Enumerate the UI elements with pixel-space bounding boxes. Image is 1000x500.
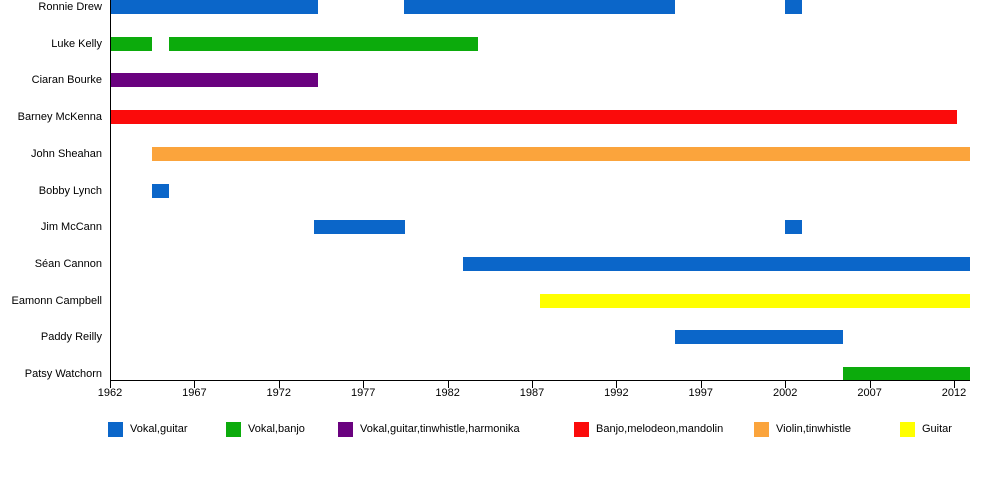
timeline-bar [110,36,153,51]
timeline-bar [110,73,318,88]
x-axis-tick-label: 1982 [435,387,460,399]
x-axis-tick-label: 1972 [266,387,292,399]
timeline-bar [152,146,971,161]
x-axis-tick [363,381,365,388]
x-axis-tick-label: 1967 [182,387,207,399]
x-axis-tick-label: 1992 [604,387,629,399]
x-axis-tick [447,381,449,388]
member-name: Barney McKenna [17,111,102,124]
legend-swatch-red [574,422,589,437]
x-axis-tick [869,381,871,388]
legend-label: Banjo,melodeon,mandolin [596,423,724,435]
x-axis-tick-label: 1987 [519,387,545,399]
timeline-bar [785,220,803,235]
x-axis-tick-label: 2007 [857,387,882,399]
member-name: Jim McCann [40,221,102,234]
timeline-bar [152,183,170,198]
legend-swatch-purple [338,422,353,437]
legend-swatch-blue [108,422,123,437]
member-name: Eamonn Campbell [11,294,103,307]
member-name: Séan Cannon [34,257,102,270]
x-axis-tick-label: 1977 [350,387,376,399]
legend-swatch-green [226,422,241,437]
legend-label: Guitar [922,423,952,435]
member-name: Ronnie Drew [38,1,102,13]
legend-label: Vokal,guitar,tinwhistle,harmonika [360,423,520,435]
member-name: Bobby Lynch [38,184,102,197]
member-name: Ciaran Bourke [31,74,102,87]
timeline-bar [110,110,958,125]
legend-swatch-orange [754,422,769,437]
x-axis-tick-label: 1962 [97,387,123,399]
member-name: Luke Kelly [51,37,102,50]
legend-label: Vokal,guitar [130,423,188,435]
x-axis-tick [616,381,618,388]
timeline-bar [403,0,676,14]
timeline-bar [110,0,318,14]
x-axis-tick-label: 2002 [772,387,798,399]
legend-swatch-yellow [900,422,915,437]
timeline-bar [675,330,843,345]
timeline-bar [842,367,971,381]
timeline-bar [314,220,406,235]
x-axis-line [110,380,970,381]
x-axis-tick [110,381,111,388]
x-axis-tick [700,381,702,388]
legend-label: Vokal,banjo [248,423,305,435]
x-axis-tick [954,381,955,388]
member-name: Paddy Reilly [40,331,102,344]
x-axis-tick [785,381,787,388]
timeline-bar [169,36,478,51]
x-axis-tick [532,381,533,388]
x-axis-tick-label: 2012 [941,387,967,399]
x-axis-tick-label: 1997 [688,387,714,399]
member-name: John Sheahan [31,147,102,160]
legend-label: Violin,tinwhistle [776,423,852,435]
timeline-bar [462,256,971,271]
timeline-bar [785,0,803,14]
member-name: Patsy Watchorn [24,368,102,380]
timeline-bar [540,293,971,308]
y-axis-line [110,0,111,381]
x-axis-tick [278,381,280,388]
x-axis-tick [194,381,196,388]
